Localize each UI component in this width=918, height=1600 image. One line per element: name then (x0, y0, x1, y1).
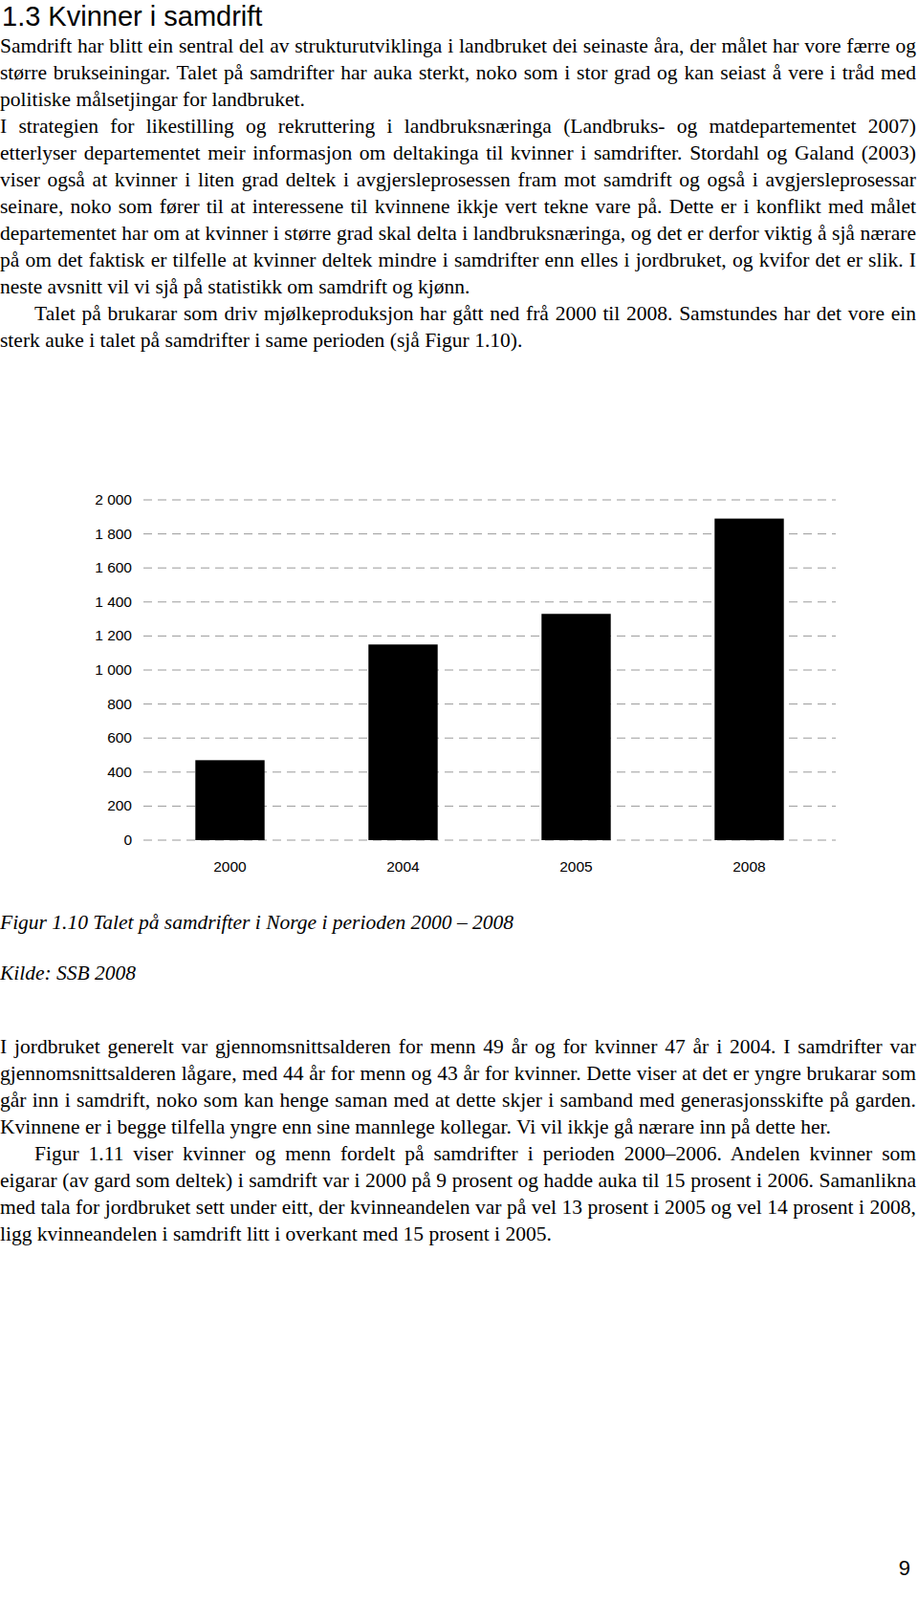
text-block: Samdrift har blitt ein sentral del av st… (0, 32, 917, 354)
x-tick-label: 2004 (386, 858, 420, 875)
y-tick-label: 1 600 (94, 559, 132, 576)
y-tick-label: 400 (107, 764, 132, 781)
y-tick-label: 1 400 (94, 593, 132, 611)
bar-chart: 0 200 400 600 800 1 000 1 200 1 400 1 600 1 800 2 … (0, 478, 918, 899)
bar (714, 519, 784, 841)
y-tick-label: 1 000 (94, 661, 132, 678)
paragraph: I jordbruket generelt var gjennomsnittsa… (0, 1033, 917, 1141)
y-tick-label: 800 (107, 696, 132, 713)
heading: 1.3 Kvinner i samdrift (1, 0, 263, 33)
x-tick-label: 2000 (213, 858, 247, 875)
paragraph: Figur 1.11 viser kvinner og menn fordelt… (0, 1140, 917, 1248)
y-tick-label: 600 (107, 729, 132, 746)
paragraph: Samdrift har blitt ein sentral del av st… (0, 32, 917, 113)
bar (541, 613, 611, 841)
bars (195, 519, 784, 841)
x-tick-label: 2008 (732, 858, 765, 875)
grid-line (143, 500, 836, 502)
y-tick-label: 0 (123, 831, 132, 849)
text-block: I jordbruket generelt var gjennomsnittsa… (0, 1033, 917, 1248)
y-tick-label: 1 800 (94, 525, 132, 543)
bar (195, 760, 264, 841)
y-tick-label: 200 (107, 797, 132, 814)
figure-caption: Figur 1.10 Talet på samdrifter i Norge i… (0, 911, 514, 936)
y-tick-label: 1 200 (94, 627, 132, 644)
paragraph: Talet på brukarar som driv mjølkeproduks… (0, 300, 917, 354)
figure-source: Kilde: SSB 2008 (0, 961, 136, 986)
bar (368, 644, 438, 841)
x-tick-label: 2005 (559, 858, 592, 875)
paragraph: I strategien for likestilling og rekrutt… (0, 112, 917, 301)
page-number: 9 (898, 1556, 911, 1582)
y-tick-label: 2 000 (94, 491, 132, 508)
